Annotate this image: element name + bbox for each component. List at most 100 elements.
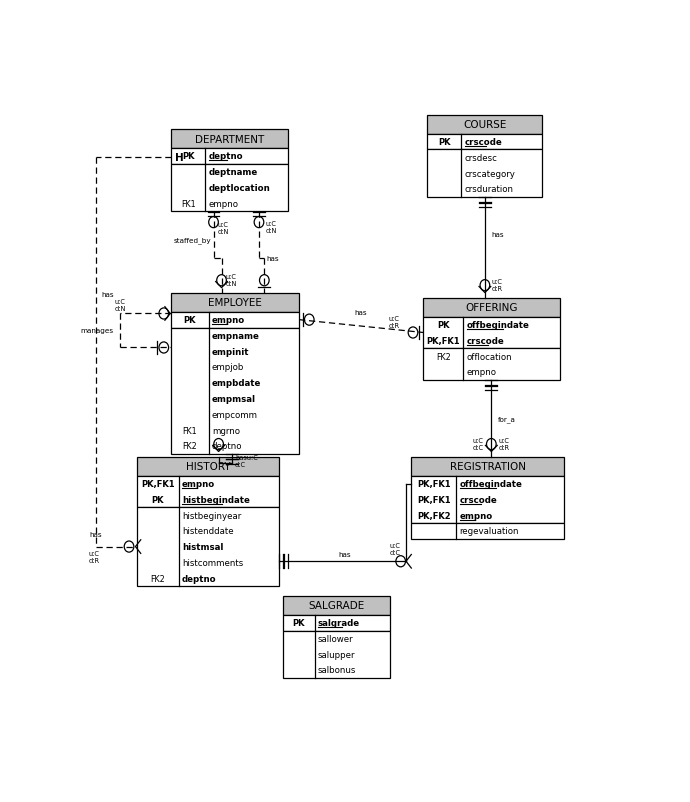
FancyBboxPatch shape bbox=[423, 318, 560, 349]
Text: crscategory: crscategory bbox=[464, 169, 515, 178]
FancyBboxPatch shape bbox=[411, 476, 564, 523]
FancyBboxPatch shape bbox=[411, 523, 564, 539]
Text: histbegindate: histbegindate bbox=[182, 495, 250, 504]
Text: empbdate: empbdate bbox=[212, 379, 262, 387]
FancyBboxPatch shape bbox=[170, 328, 299, 454]
Text: empno: empno bbox=[466, 368, 497, 377]
Text: PK,FK1: PK,FK1 bbox=[141, 480, 175, 488]
Text: u:C
d:N: u:C d:N bbox=[217, 221, 228, 234]
Text: PK: PK bbox=[152, 495, 164, 504]
FancyBboxPatch shape bbox=[411, 457, 564, 476]
Text: has: has bbox=[101, 291, 114, 298]
Text: manages: manages bbox=[81, 328, 114, 334]
Text: empno: empno bbox=[460, 511, 493, 520]
Text: empcomm: empcomm bbox=[212, 411, 258, 419]
Text: histmsal: histmsal bbox=[182, 542, 224, 552]
FancyBboxPatch shape bbox=[170, 294, 299, 312]
Text: d:C: d:C bbox=[235, 461, 246, 467]
Text: PK,FK1: PK,FK1 bbox=[426, 337, 460, 346]
FancyBboxPatch shape bbox=[427, 135, 542, 150]
Text: u:C
d:R: u:C d:R bbox=[498, 437, 509, 451]
FancyBboxPatch shape bbox=[170, 164, 288, 212]
Text: OFFERING: OFFERING bbox=[465, 303, 518, 313]
Text: PK: PK bbox=[438, 138, 451, 147]
Text: has: has bbox=[355, 310, 367, 315]
Text: empno: empno bbox=[208, 200, 239, 209]
Text: crsduration: crsduration bbox=[464, 185, 513, 194]
Text: deptname: deptname bbox=[208, 168, 258, 177]
Text: empno: empno bbox=[182, 480, 215, 488]
FancyBboxPatch shape bbox=[423, 349, 560, 380]
FancyBboxPatch shape bbox=[283, 615, 390, 630]
Text: regevaluation: regevaluation bbox=[460, 527, 519, 536]
Text: FK1: FK1 bbox=[181, 200, 195, 209]
Text: DEPARTMENT: DEPARTMENT bbox=[195, 135, 264, 144]
Text: PK: PK bbox=[182, 152, 195, 161]
Text: deptno: deptno bbox=[182, 574, 217, 583]
Text: PK,FK1: PK,FK1 bbox=[417, 480, 451, 488]
Text: u:C
d:C: u:C d:C bbox=[472, 437, 483, 451]
Text: PK: PK bbox=[293, 618, 305, 627]
Text: sallower: sallower bbox=[318, 634, 353, 643]
Text: u:C
d:R: u:C d:R bbox=[388, 315, 400, 329]
FancyBboxPatch shape bbox=[137, 457, 279, 476]
Text: offbegindate: offbegindate bbox=[460, 480, 522, 488]
Text: u:C
d:R: u:C d:R bbox=[492, 279, 503, 292]
Text: salgrade: salgrade bbox=[318, 618, 360, 627]
Text: u:C
d:C: u:C d:C bbox=[390, 543, 401, 556]
Text: PK,FK2: PK,FK2 bbox=[417, 511, 451, 520]
Text: u:C
d:N: u:C d:N bbox=[266, 221, 277, 233]
Text: offlocation: offlocation bbox=[466, 352, 512, 361]
Text: histbeginyear: histbeginyear bbox=[182, 511, 241, 520]
Text: has: has bbox=[492, 232, 504, 237]
Text: crscode: crscode bbox=[466, 337, 504, 346]
Text: has: has bbox=[266, 256, 279, 262]
Text: empmsal: empmsal bbox=[212, 395, 256, 403]
Text: for_a: for_a bbox=[498, 415, 516, 423]
Text: empno: empno bbox=[212, 316, 245, 325]
Text: COURSE: COURSE bbox=[463, 120, 506, 130]
Text: salupper: salupper bbox=[318, 650, 355, 658]
Text: hasu:C: hasu:C bbox=[235, 455, 258, 461]
Text: crscode: crscode bbox=[460, 495, 497, 504]
Text: crsdesc: crsdesc bbox=[464, 154, 497, 163]
Text: histenddate: histenddate bbox=[182, 527, 234, 536]
Text: PK,FK1: PK,FK1 bbox=[417, 495, 451, 504]
Text: u:C
d:N: u:C d:N bbox=[115, 298, 126, 311]
Text: PK: PK bbox=[184, 316, 196, 325]
Text: empjob: empjob bbox=[212, 363, 244, 372]
FancyBboxPatch shape bbox=[170, 130, 288, 148]
Text: H: H bbox=[175, 153, 184, 163]
Text: staffed_by: staffed_by bbox=[173, 237, 211, 244]
Text: REGISTRATION: REGISTRATION bbox=[450, 462, 526, 472]
Text: SALGRADE: SALGRADE bbox=[308, 601, 364, 610]
Text: EMPLOYEE: EMPLOYEE bbox=[208, 298, 262, 308]
Text: crscode: crscode bbox=[464, 138, 502, 147]
Text: histcomments: histcomments bbox=[182, 558, 244, 567]
FancyBboxPatch shape bbox=[423, 299, 560, 318]
FancyBboxPatch shape bbox=[170, 312, 299, 328]
Text: deptno: deptno bbox=[208, 152, 244, 161]
FancyBboxPatch shape bbox=[170, 148, 288, 164]
Text: offbegindate: offbegindate bbox=[466, 321, 529, 330]
Text: FK2: FK2 bbox=[182, 442, 197, 451]
Text: empname: empname bbox=[212, 331, 259, 341]
FancyBboxPatch shape bbox=[137, 508, 279, 586]
Text: has: has bbox=[89, 532, 101, 537]
Text: deptlocation: deptlocation bbox=[208, 184, 270, 192]
Text: empinit: empinit bbox=[212, 347, 249, 356]
FancyBboxPatch shape bbox=[427, 150, 542, 197]
FancyBboxPatch shape bbox=[283, 597, 390, 615]
Text: salbonus: salbonus bbox=[318, 666, 356, 674]
FancyBboxPatch shape bbox=[427, 116, 542, 135]
Text: FK1: FK1 bbox=[182, 426, 197, 435]
Text: HISTORY: HISTORY bbox=[186, 462, 230, 472]
Text: FK2: FK2 bbox=[150, 574, 166, 583]
FancyBboxPatch shape bbox=[137, 476, 279, 508]
Text: u:C
d:R: u:C d:R bbox=[89, 550, 100, 563]
Text: has: has bbox=[339, 551, 351, 557]
Text: mgrno: mgrno bbox=[212, 426, 240, 435]
Text: PK: PK bbox=[437, 321, 449, 330]
FancyBboxPatch shape bbox=[283, 630, 390, 678]
Text: FK2: FK2 bbox=[436, 352, 451, 361]
